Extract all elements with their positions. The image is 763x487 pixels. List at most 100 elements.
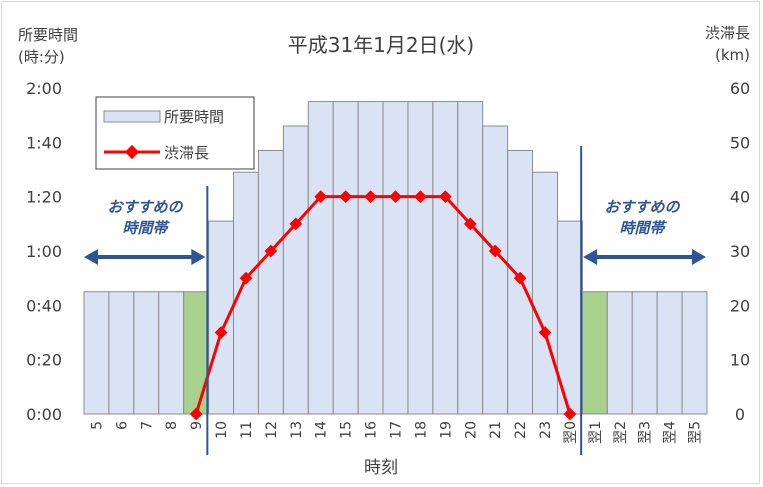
congestion-point — [189, 407, 203, 421]
recommended-left-label-line2: 時間帯 — [122, 219, 170, 237]
y-right-tick-label: 20 — [730, 296, 750, 315]
travel-time-bar — [208, 220, 235, 415]
y-left-title-line2: (時:分) — [18, 48, 65, 66]
travel-time-bar — [282, 125, 309, 415]
x-tick-label: 16 — [364, 421, 380, 439]
travel-time-bar — [631, 291, 658, 415]
x-tick-label: 6 — [114, 421, 130, 430]
congestion-point — [389, 190, 402, 204]
travel-time-bar — [83, 291, 110, 415]
legend: 所要時間 渋滞長 — [95, 96, 255, 170]
travel-time-bar — [482, 125, 509, 415]
x-tick-label: 13 — [289, 421, 305, 439]
legend-bar-swatch — [103, 110, 161, 123]
chart-title: 平成31年1月2日(水) — [288, 33, 475, 57]
y-left-tick-label: 0:00 — [26, 405, 62, 424]
x-tick-label: 23 — [538, 421, 554, 439]
y-right-title-line2: (km) — [715, 46, 750, 64]
x-tick-label: 7 — [139, 421, 155, 430]
x-tick-label: 5 — [89, 421, 105, 430]
x-tick-label: 19 — [438, 421, 454, 439]
y-right-tick-label: 40 — [730, 188, 750, 207]
travel-time-bar — [307, 101, 334, 415]
congestion-point — [339, 190, 353, 204]
x-tick-label: 21 — [488, 421, 504, 439]
travel-time-bar — [357, 101, 384, 415]
congestion-point — [364, 190, 377, 204]
y-left-tick-label: 1:00 — [26, 242, 62, 261]
y-right-ticks: 0 10 20 30 40 50 60 — [730, 79, 750, 424]
travel-time-bar — [606, 291, 633, 415]
travel-time-bar — [457, 101, 484, 415]
y-left-tick-label: 2:00 — [26, 79, 62, 98]
travel-time-bar — [133, 291, 160, 415]
travel-time-bar — [257, 149, 284, 415]
y-left-tick-label: 1:20 — [26, 188, 62, 207]
travel-time-bars — [83, 101, 708, 415]
y-left-tick-label: 1:40 — [26, 133, 62, 152]
travel-time-bar — [183, 291, 210, 415]
y-right-tick-label: 50 — [730, 133, 750, 152]
x-tick-labels: 5 6 7 8 9 10 11 12 13 14 15 16 17 18 19 20 21 22 23 翌0 翌1 翌2 翌… — [89, 421, 703, 444]
travel-time-bar — [233, 171, 259, 415]
x-tick-label: 15 — [339, 421, 355, 439]
congestion-polyline — [194, 195, 572, 415]
recommended-right-arrow — [583, 249, 706, 265]
x-tick-label: 12 — [264, 421, 280, 439]
legend-line-label: 渋滞長 — [164, 144, 209, 162]
travel-time-bar — [382, 101, 409, 415]
travel-time-bar — [432, 101, 459, 415]
x-tick-label: 9 — [189, 421, 205, 430]
x-tick-label: 翌4 — [663, 421, 679, 444]
x-tick-label: 11 — [239, 421, 255, 439]
congestion-point — [488, 244, 502, 258]
x-tick-label: 翌5 — [688, 421, 704, 444]
travel-time-bar — [158, 291, 185, 415]
congestion-point — [314, 190, 328, 204]
legend-bar-label: 所要時間 — [164, 108, 224, 126]
x-tick-label: 10 — [214, 421, 230, 439]
congestion-point — [264, 244, 278, 258]
x-tick-label: 8 — [164, 421, 180, 430]
x-tick-label: 17 — [389, 421, 405, 439]
congestion-point — [463, 217, 477, 231]
congestion-point — [438, 190, 452, 204]
congestion-point — [239, 271, 253, 285]
y-left-title-line1: 所要時間 — [18, 26, 78, 44]
travel-time-bar — [532, 171, 558, 415]
y-right-tick-label: 0 — [735, 405, 745, 424]
congestion-point — [414, 190, 427, 204]
y-right-tick-label: 30 — [730, 242, 750, 261]
y-right-tick-label: 10 — [730, 351, 750, 370]
travel-time-bar — [407, 101, 434, 415]
y-left-ticks: 0:00 0:20 0:40 1:00 1:20 1:40 2:00 — [26, 79, 62, 424]
y-left-tick-label: 0:40 — [26, 296, 62, 315]
travel-time-bar — [581, 291, 608, 415]
congestion-point — [214, 326, 228, 339]
y-right-title-line1: 渋滞長 — [705, 24, 750, 42]
y-left-tick-label: 0:20 — [26, 351, 62, 370]
congestion-line — [189, 190, 577, 421]
recommended-left-label-line1: おすすめの — [107, 198, 183, 216]
x-tick-label: 翌3 — [638, 421, 654, 444]
recommended-right-label-line2: 時間帯 — [619, 219, 667, 237]
x-tick-label: 翌1 — [588, 421, 604, 444]
x-tick-label: 14 — [314, 421, 330, 439]
travel-time-bar — [656, 291, 683, 415]
x-tick-label: 翌2 — [613, 421, 629, 444]
x-tick-label: 20 — [463, 421, 479, 439]
x-tick-label: 18 — [413, 421, 429, 439]
travel-time-bar — [108, 291, 135, 415]
x-axis-title: 時刻 — [364, 458, 398, 478]
travel-time-bar — [681, 291, 708, 415]
recommended-left-arrow — [84, 249, 206, 265]
recommended-right-label-line1: おすすめの — [604, 198, 680, 216]
congestion-point — [289, 217, 303, 231]
legend-box — [95, 96, 255, 170]
x-tick-label: 22 — [513, 421, 529, 439]
x-tick-label: 翌0 — [563, 421, 579, 444]
y-right-tick-label: 60 — [730, 79, 750, 98]
